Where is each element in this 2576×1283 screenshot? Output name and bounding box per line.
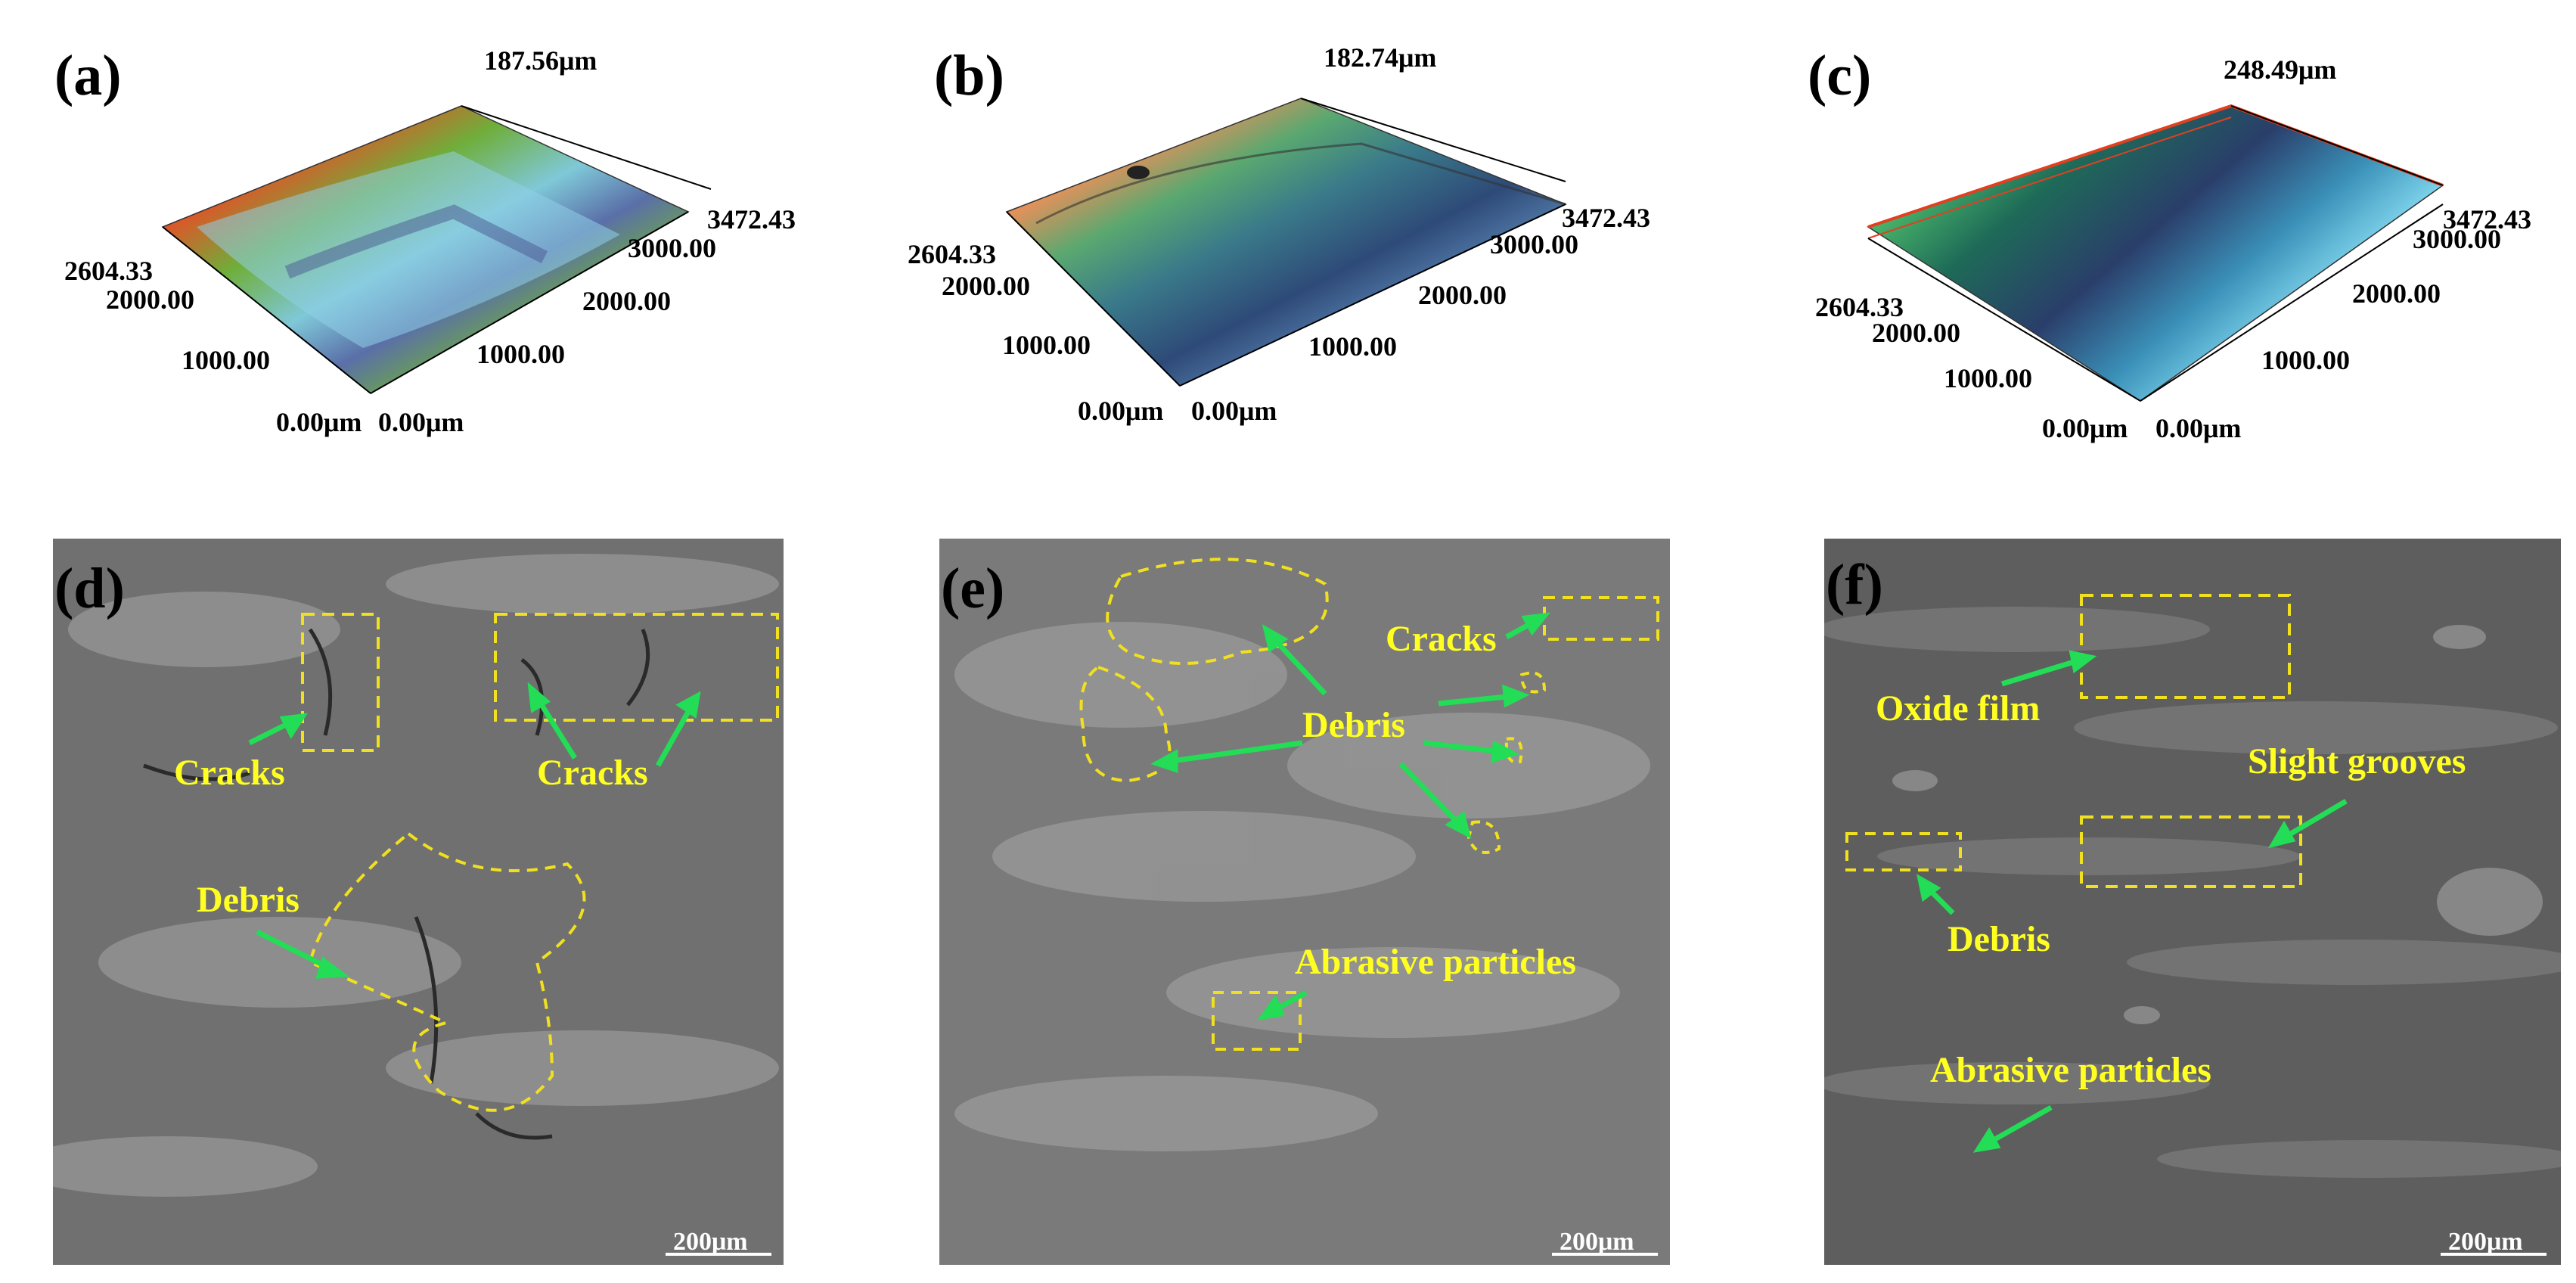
y-low-label-a: 1000.00 [182, 345, 270, 375]
x-max-label-b: 3472.43 [1562, 203, 1650, 233]
annotation-debris-d: Debris [197, 880, 299, 920]
x-low-label-b: 1000.00 [1308, 331, 1397, 362]
x-max-label-c: 3472.43 [2443, 204, 2531, 235]
sem-image-e: Cracks Debris Abrasive particles 200μm [939, 539, 1670, 1265]
y-max-label-b: 2604.33 [908, 239, 996, 269]
panel-label-e: (e) [941, 557, 1005, 620]
scale-bar-f: 200μm [2448, 1228, 2523, 1256]
topography-a: 187.56μm 2604.33 2000.00 1000.00 0.00μm … [64, 30, 817, 454]
annotation-abrasive-particles-f: Abrasive particles [1930, 1050, 2211, 1090]
x-hi-label-a: 3000.00 [628, 233, 716, 263]
annotation-debris-f: Debris [1948, 919, 2050, 959]
y-zero-label-b: 0.00μm [1078, 396, 1163, 426]
x-zero-label-c: 0.00μm [2155, 413, 2241, 443]
x-mid-label-a: 2000.00 [582, 286, 671, 316]
z-max-label-c: 248.49μm [2224, 54, 2336, 85]
sem-image-d: Cracks Cracks Debris 200μm [53, 539, 784, 1265]
x-low-label-c: 1000.00 [2261, 345, 2350, 375]
x-max-label-a: 3472.43 [707, 204, 796, 235]
y-max-label-a: 2604.33 [64, 256, 153, 286]
y-max-label-c: 2604.33 [1815, 292, 1904, 322]
topography-b: 182.74μm 2604.33 2000.00 1000.00 0.00μm … [908, 30, 1687, 454]
annotation-slight-grooves-f: Slight grooves [2248, 741, 2466, 781]
panel-label-b: (b) [934, 44, 1004, 107]
panel-label-d: (d) [54, 557, 125, 620]
z-max-label-a: 187.56μm [484, 45, 597, 76]
x-low-label-a: 1000.00 [476, 339, 565, 369]
annotation-cracks-e: Cracks [1386, 619, 1497, 659]
panel-label-f: (f) [1826, 553, 1883, 617]
x-mid-label-c: 2000.00 [2352, 278, 2441, 309]
annotation-cracks-left-d: Cracks [174, 753, 285, 793]
y-mid-label-b: 2000.00 [942, 271, 1030, 301]
y-zero-label-c: 0.00μm [2042, 413, 2128, 443]
panel-label-a: (a) [54, 44, 122, 107]
y-mid-label-c: 2000.00 [1872, 318, 1960, 348]
x-hi-label-b: 3000.00 [1490, 229, 1578, 259]
x-zero-label-b: 0.00μm [1191, 396, 1277, 426]
annotation-abrasive-particles-e: Abrasive particles [1295, 942, 1576, 982]
annotation-oxide-film-f: Oxide film [1876, 688, 2040, 728]
y-low-label-b: 1000.00 [1002, 330, 1091, 360]
panel-label-c: (c) [1808, 44, 1872, 107]
z-max-label-b: 182.74μm [1324, 42, 1436, 73]
x-hi-label-c: 3000.00 [2413, 224, 2501, 254]
annotation-debris-e: Debris [1302, 705, 1405, 745]
sem-image-f: Oxide film Slight grooves Debris Abrasiv… [1824, 539, 2561, 1265]
y-mid-label-a: 2000.00 [106, 284, 194, 315]
y-zero-label-a: 0.00μm [276, 407, 362, 437]
x-mid-label-b: 2000.00 [1418, 280, 1507, 310]
topography-c: 248.49μm 2604.33 2000.00 1000.00 0.00μm … [1815, 30, 2571, 454]
y-low-label-c: 1000.00 [1944, 363, 2032, 393]
scale-bar-d: 200μm [673, 1228, 748, 1256]
scale-bar-e: 200μm [1560, 1228, 1634, 1256]
annotation-cracks-right-d: Cracks [537, 753, 648, 793]
x-zero-label-a: 0.00μm [378, 407, 464, 437]
